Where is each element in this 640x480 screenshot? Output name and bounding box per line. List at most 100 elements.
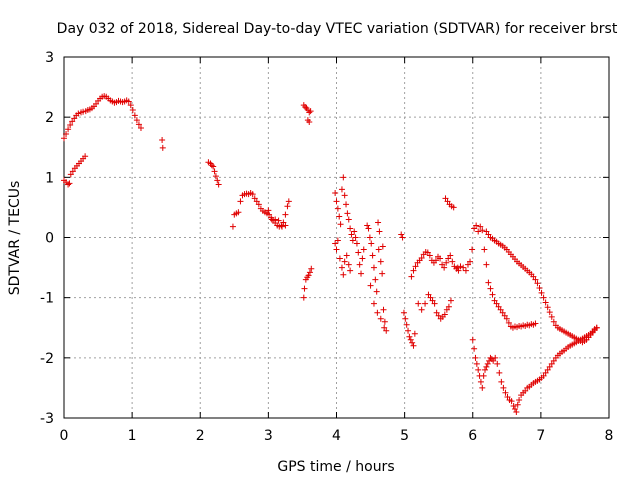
data-point [406,333,413,340]
data-point [377,315,384,322]
data-point [399,234,406,241]
data-point [341,192,348,199]
data-point [407,336,414,343]
y-tick-label: 2 [45,110,54,126]
data-point [544,304,551,311]
data-point [538,289,545,296]
data-point [472,354,479,361]
data-point [210,163,217,170]
data-point [450,204,457,211]
data-point [442,195,449,202]
data-point [368,240,375,247]
data-point [482,366,489,373]
data-point [530,273,537,280]
data-point [343,201,350,208]
data-point [403,321,410,328]
data-point [334,237,341,244]
data-point [441,311,448,318]
data-point [462,267,469,274]
data-point [454,264,461,271]
data-point [471,225,478,232]
data-point [366,234,373,241]
axis-ticks: 0 1 2 3 4 5 6 7 8 -3 -2 -1 0 1 2 3 [40,50,613,444]
data-point [505,319,512,326]
data-point [367,282,374,289]
data-point [379,243,386,250]
y-axis-label: SDTVAR / TECUs [7,181,23,296]
data-point [358,270,365,277]
data-point [66,180,73,187]
data-point [546,309,553,316]
x-tick-label: 3 [264,428,273,444]
data-point [548,360,555,367]
data-point [69,168,76,175]
data-point [548,313,555,320]
data-point [347,225,354,232]
data-point [214,177,221,184]
data-point [502,389,509,396]
data-point [516,396,523,403]
x-tick-label: 0 [60,428,69,444]
data-point [332,189,339,196]
data-point [343,252,350,259]
data-point [511,405,518,412]
y-tick-label: 1 [45,170,54,186]
data-point [251,195,258,202]
data-point [445,255,452,262]
data-point [61,135,67,142]
data-point [481,246,488,253]
x-tick-label: 6 [468,428,477,444]
data-point [483,261,490,268]
data-point [333,246,340,253]
data-point [475,228,482,235]
data-point [443,259,450,266]
data-point [272,216,279,223]
data-point [360,246,367,253]
data-point [425,291,432,298]
data-point [477,378,484,385]
data-point [381,318,388,325]
x-tick-label: 2 [196,428,205,444]
data-point [503,315,510,322]
data-point [410,342,417,349]
data-point [542,299,549,306]
data-point [534,280,541,287]
data-point [253,198,260,205]
data-point [514,401,521,408]
data-point [383,327,390,334]
data-point [282,222,289,229]
data-point [489,291,496,298]
x-tick-label: 4 [332,428,341,444]
data-point [457,263,464,270]
data-point [63,131,70,138]
data-point [345,216,352,223]
data-point [550,357,557,364]
data-point [437,255,444,262]
data-point [427,294,434,301]
data-point [345,261,352,268]
data-point [332,240,339,247]
data-point [336,213,343,220]
data-point [445,303,452,310]
data-point [409,339,416,346]
x-axis-label: GPS time / hours [277,459,394,475]
data-point [351,228,358,235]
data-point [593,324,600,331]
x-tick-label: 1 [128,428,137,444]
data-point [333,198,340,205]
data-point [300,294,307,301]
data-point [65,181,72,188]
data-point [443,306,450,313]
data-point [447,252,454,259]
data-point [542,369,549,376]
data-point [137,124,144,131]
data-point [402,315,409,322]
y-tick-label: -2 [40,351,54,367]
data-point [67,171,74,178]
data-point [133,117,140,124]
data-point [500,384,507,391]
data-point [498,378,505,385]
data-point [376,228,383,235]
data-point [418,306,425,313]
